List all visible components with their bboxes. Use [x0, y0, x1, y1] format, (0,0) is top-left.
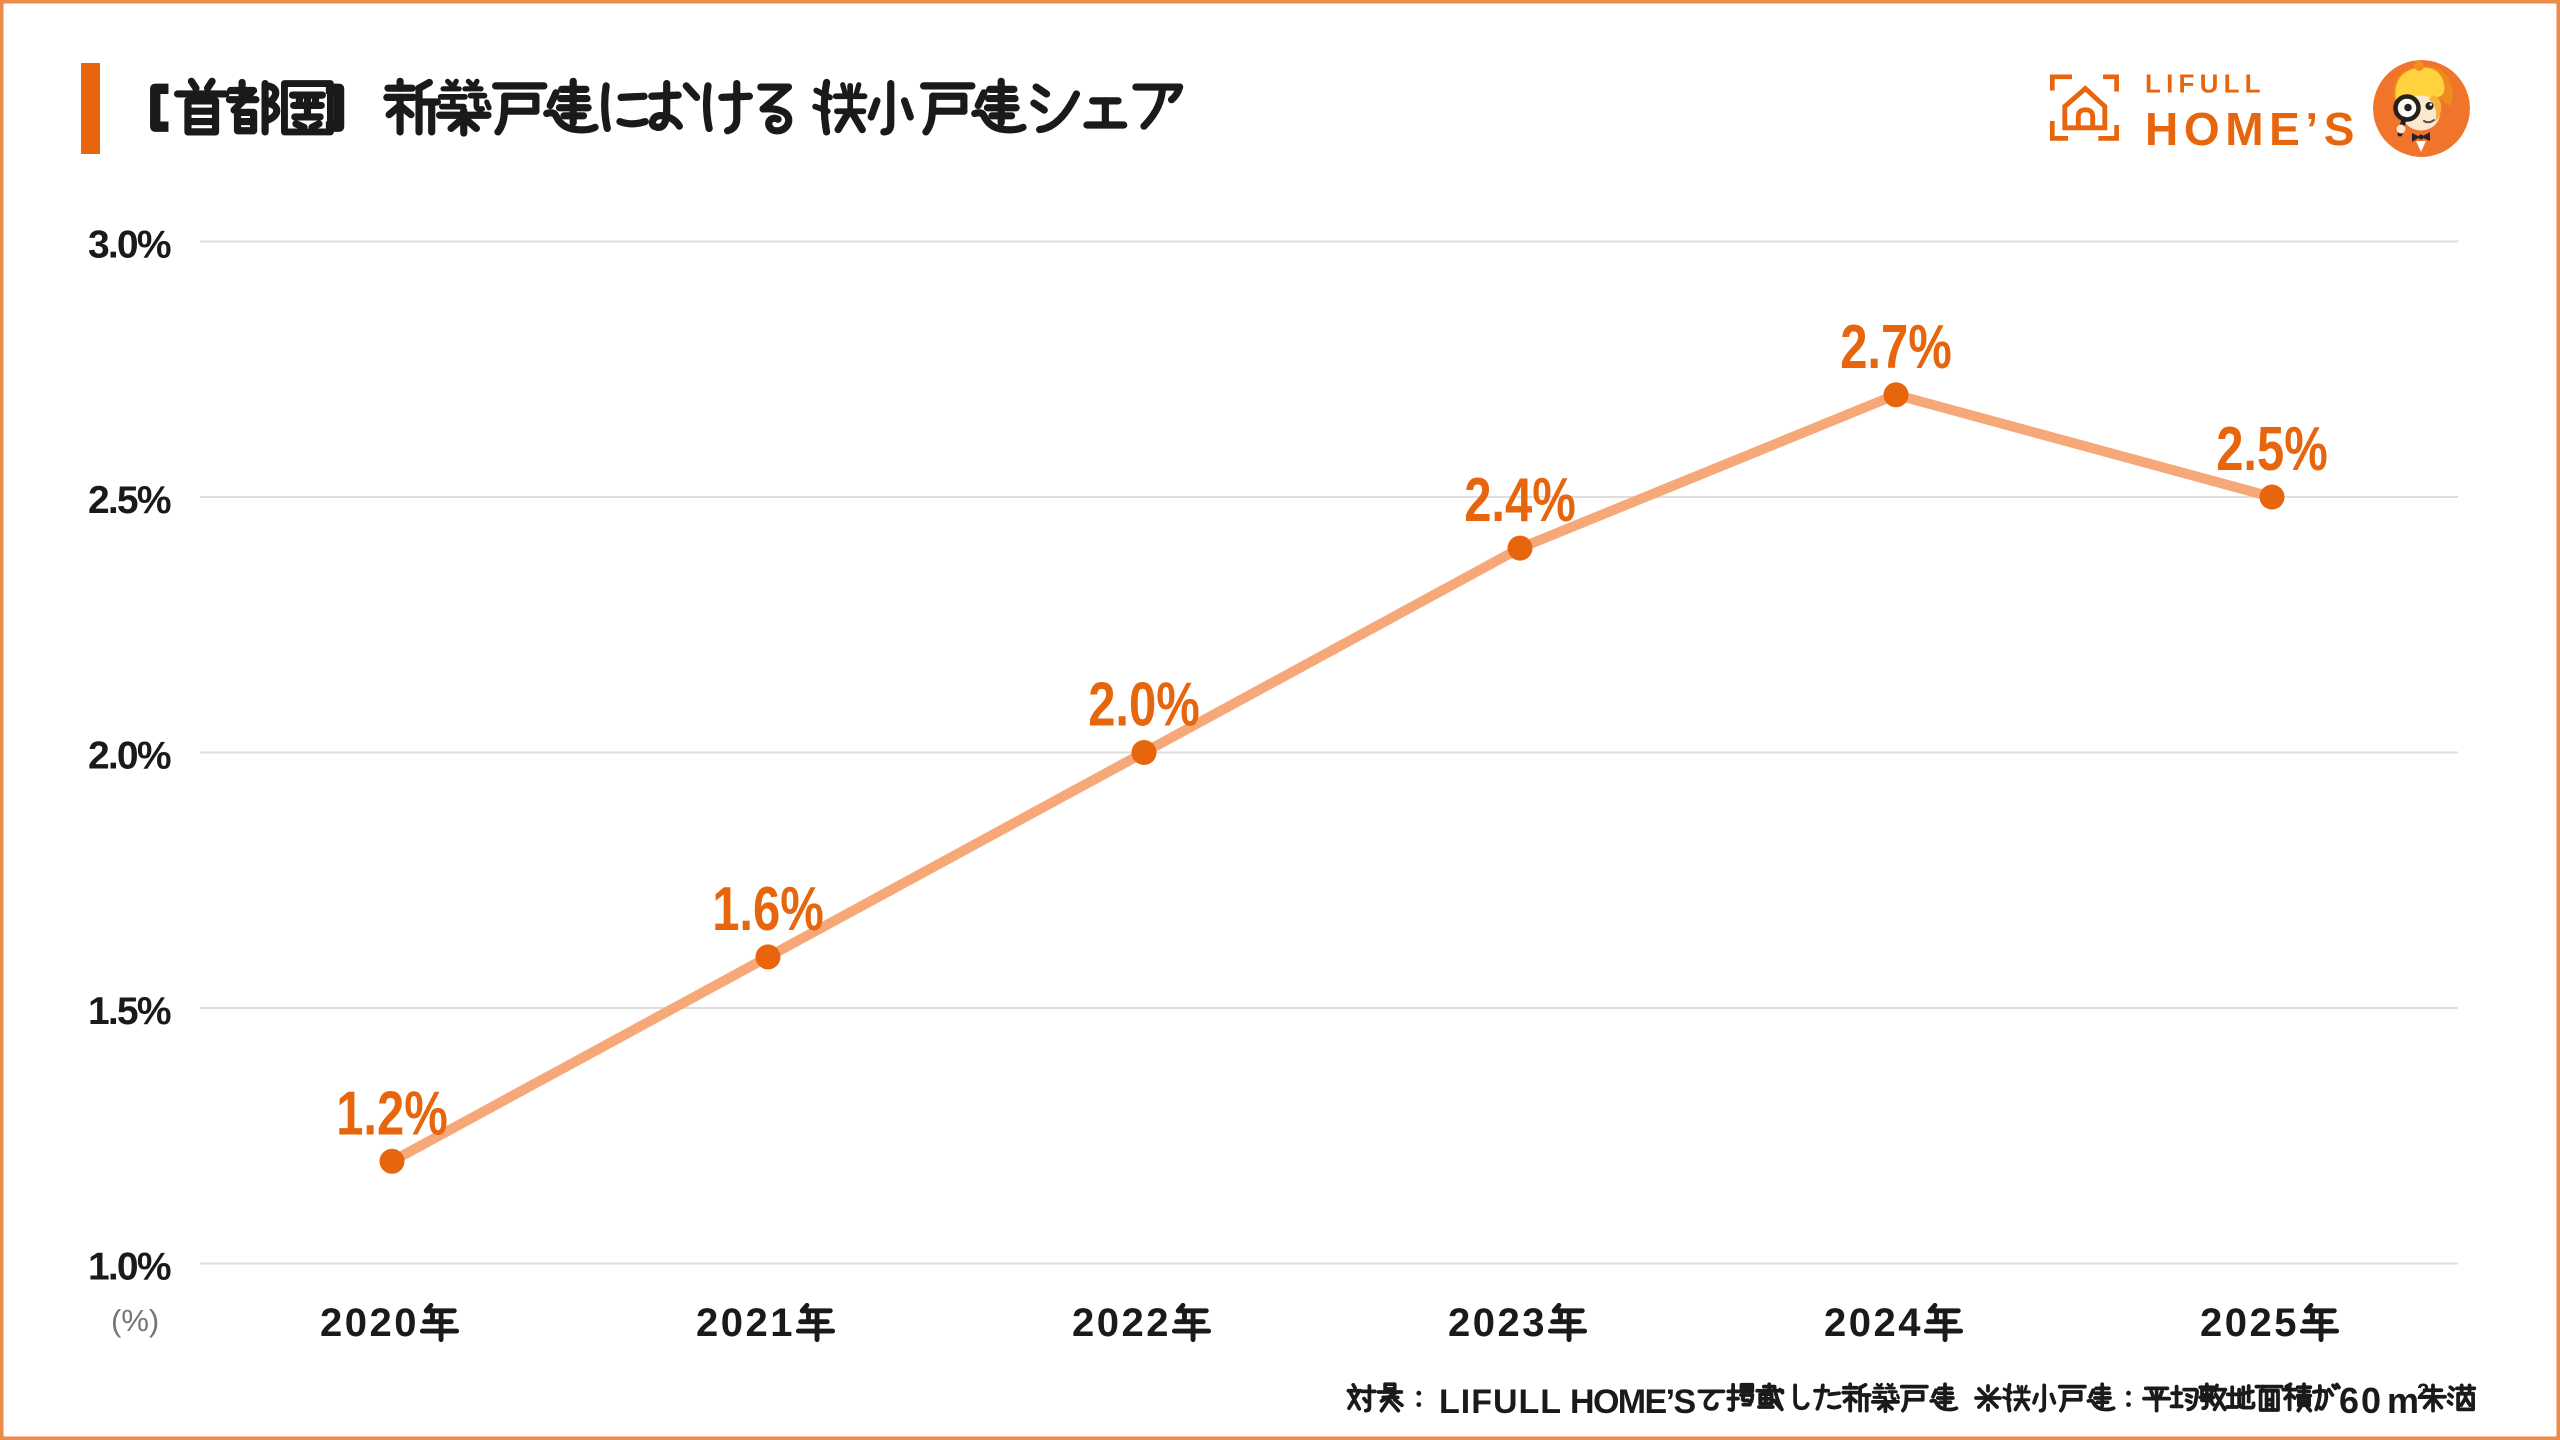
svg-text:2025: 2025: [2200, 1301, 2299, 1345]
svg-text:2.5%: 2.5%: [2216, 413, 2328, 483]
svg-text:2024: 2024: [1824, 1301, 1923, 1345]
svg-text:m: m: [2387, 1380, 2419, 1421]
svg-text:2.5%: 2.5%: [88, 479, 171, 522]
svg-text:2021: 2021: [696, 1301, 795, 1345]
svg-text:2022: 2022: [1072, 1301, 1171, 1345]
svg-text:1.5%: 1.5%: [88, 990, 171, 1033]
svg-text:1.6%: 1.6%: [712, 873, 824, 943]
svg-text:2.4%: 2.4%: [1464, 465, 1576, 535]
svg-text:2.7%: 2.7%: [1840, 311, 1952, 381]
svg-text:2020: 2020: [320, 1301, 419, 1345]
svg-text:LIFULL: LIFULL: [2145, 69, 2266, 99]
svg-text:2.0%: 2.0%: [1088, 669, 1200, 739]
svg-text:2023: 2023: [1448, 1301, 1547, 1345]
svg-text:1.2%: 1.2%: [336, 1078, 448, 1148]
svg-text:HOME’S: HOME’S: [1570, 1383, 1695, 1421]
svg-text:60: 60: [2339, 1380, 2383, 1421]
svg-text:2.0%: 2.0%: [88, 735, 171, 778]
svg-text:3.0%: 3.0%: [88, 224, 171, 267]
svg-text:1.0%: 1.0%: [88, 1246, 171, 1289]
svg-text:(%): (%): [111, 1303, 159, 1338]
svg-text:HOME’S: HOME’S: [2145, 103, 2360, 155]
svg-text:LIFULL: LIFULL: [1439, 1383, 1562, 1421]
